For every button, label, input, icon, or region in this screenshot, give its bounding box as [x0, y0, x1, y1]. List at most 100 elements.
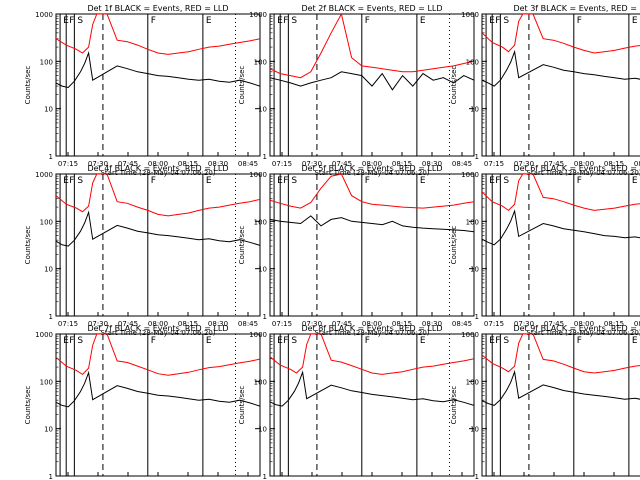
interval-marker-label: E	[632, 16, 638, 26]
panel-title: Det 5f BLACK = Events, RED = LLD	[301, 164, 442, 173]
interval-marker-label: F	[69, 336, 74, 346]
lld-series-line	[482, 14, 640, 54]
y-axis-label: Counts/sec	[450, 66, 458, 105]
x-tick-label: 08:30	[208, 320, 228, 328]
interval-marker-label: F	[495, 16, 500, 26]
x-tick-label: 08:00	[574, 160, 594, 168]
interval-marker-label: F	[151, 336, 156, 346]
x-tick-label: 08:00	[148, 320, 168, 328]
interval-marker-label: F	[283, 336, 288, 346]
x-tick-label: 07:45	[118, 160, 138, 168]
panel-3: Det 3f BLACK = Events, RED = LLD 1 10 100 10…	[450, 4, 640, 177]
y-tick-label: 1000	[461, 11, 479, 19]
x-tick-label: 07:15	[272, 160, 292, 168]
interval-marker-label: E	[63, 16, 69, 26]
interval-marker-label: S	[291, 336, 297, 346]
x-axis-label: Start Time (28-May-04 07:06:20)	[100, 329, 215, 337]
panel-title: Det 4f BLACK = Events, RED = LLD	[87, 164, 228, 173]
x-tick-label: 08:15	[178, 160, 198, 168]
plot-frame	[481, 13, 640, 157]
y-tick-label: 10	[470, 426, 479, 434]
x-tick-label: 08:00	[362, 320, 382, 328]
x-tick-label: 07:15	[58, 320, 78, 328]
lld-series-line	[56, 334, 260, 376]
y-tick-label: 1	[263, 313, 267, 321]
y-axis-label: Counts/sec	[450, 386, 458, 425]
y-tick-label: 1	[263, 153, 267, 161]
interval-marker-label: E	[632, 176, 638, 186]
events-series-line	[56, 210, 260, 247]
x-tick-label: 08:30	[422, 160, 442, 168]
x-axis-label: Start Time (28-May-04 07:06:20)	[526, 169, 640, 177]
y-tick-label: 1	[475, 313, 479, 321]
x-tick-label: 08:30	[422, 320, 442, 328]
x-tick-label: 08:00	[148, 160, 168, 168]
x-axis-label: Start Time (28-May-04 07:06:20)	[314, 329, 429, 337]
y-tick-label: 100	[466, 378, 479, 386]
x-tick-label: 08:30	[634, 160, 640, 168]
interval-marker-label: F	[283, 176, 288, 186]
lld-series-line	[482, 174, 640, 212]
x-tick-label: 08:45	[238, 320, 258, 328]
interval-marker-label: F	[151, 16, 156, 26]
y-tick-label: 1	[475, 473, 479, 480]
interval-marker-label: E	[277, 336, 283, 346]
interval-marker-label: F	[151, 176, 156, 186]
interval-marker-label: F	[69, 176, 74, 186]
panel-8: Det 8f BLACK = Events, RED = LLD 1 10 100 10…	[238, 324, 475, 480]
y-tick-label: 10	[44, 106, 53, 114]
y-tick-label: 1	[49, 153, 53, 161]
y-tick-label: 1000	[249, 11, 267, 19]
plot-frame	[269, 333, 475, 477]
interval-marker-label: F	[365, 336, 370, 346]
y-tick-label: 1	[263, 473, 267, 480]
lld-series-line	[270, 334, 474, 375]
y-axis-label: Counts/sec	[238, 66, 246, 105]
panel-title: Det 2f BLACK = Events, RED = LLD	[301, 4, 442, 13]
interval-marker-label: S	[503, 336, 509, 346]
y-tick-label: 1000	[35, 331, 53, 339]
y-tick-label: 10	[258, 106, 267, 114]
y-tick-label: 10	[44, 266, 53, 274]
x-tick-label: 07:30	[88, 320, 108, 328]
plot-frame	[269, 13, 475, 157]
y-tick-label: 100	[254, 218, 267, 226]
y-axis-label: Counts/sec	[238, 226, 246, 265]
events-series-line	[56, 51, 260, 89]
x-tick-label: 08:15	[392, 320, 412, 328]
x-tick-label: 07:30	[302, 160, 322, 168]
interval-marker-label: F	[577, 336, 582, 346]
y-axis-label: Counts/sec	[24, 66, 32, 105]
panel-title: Det 3f BLACK = Events, RED = LLD	[513, 4, 640, 13]
lld-series-line	[270, 14, 474, 79]
y-tick-label: 10	[258, 266, 267, 274]
x-tick-label: 08:15	[392, 160, 412, 168]
panel-9: Det 9f BLACK = Events, RED = LLD 1 10 100 10…	[450, 324, 640, 480]
interval-marker-label: E	[206, 336, 212, 346]
interval-marker-label: E	[420, 176, 426, 186]
interval-marker-label: F	[69, 16, 74, 26]
panel-title: Det 7f BLACK = Events, RED = LLD	[87, 324, 228, 333]
x-tick-label: 08:15	[604, 160, 624, 168]
x-tick-label: 08:30	[208, 160, 228, 168]
plot-frame	[481, 333, 640, 477]
panel-5: Det 5f BLACK = Events, RED = LLD 1 10 100 10…	[238, 164, 475, 337]
lld-series-line	[270, 174, 474, 209]
interval-marker-label: E	[277, 16, 283, 26]
panel-1: Det 1f BLACK = Events, RED = LLD 1 10 100 10…	[24, 4, 261, 177]
x-tick-label: 07:15	[58, 160, 78, 168]
x-tick-label: 07:45	[118, 320, 138, 328]
interval-marker-label: E	[632, 336, 638, 346]
y-tick-label: 100	[40, 378, 53, 386]
interval-marker-label: F	[577, 16, 582, 26]
y-tick-label: 10	[258, 426, 267, 434]
y-tick-label: 1000	[249, 171, 267, 179]
interval-marker-label: E	[206, 16, 212, 26]
lld-series-line	[482, 334, 640, 374]
x-axis-label: Start Time (28-May-04 07:06:20)	[314, 169, 429, 177]
x-tick-label: 07:30	[302, 320, 322, 328]
x-tick-label: 08:00	[362, 160, 382, 168]
interval-marker-label: S	[77, 336, 83, 346]
